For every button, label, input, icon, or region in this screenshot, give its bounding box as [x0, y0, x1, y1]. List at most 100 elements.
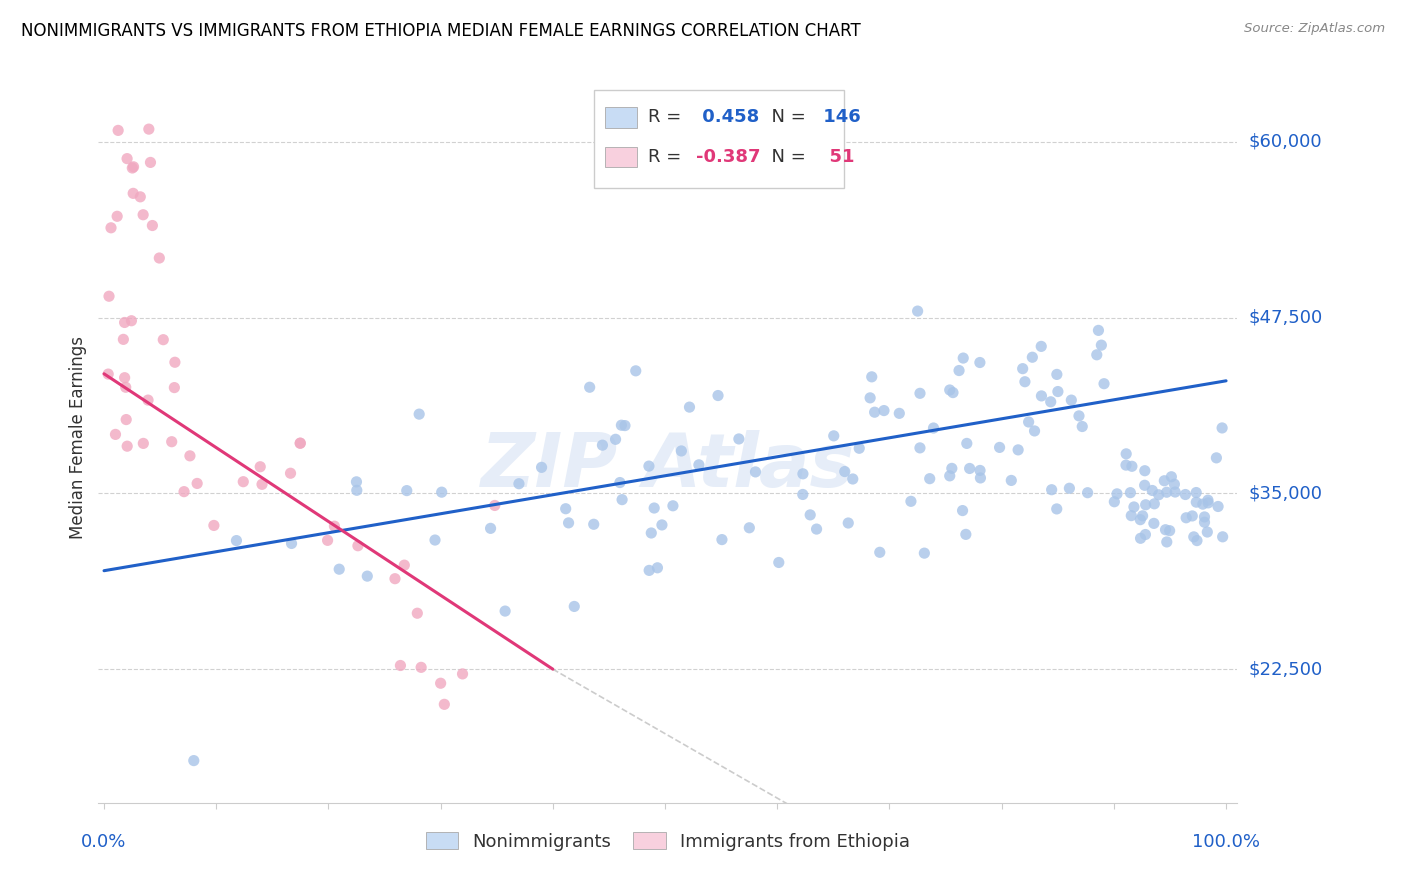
Point	[582, 517, 605, 532]
Text: 100.0%: 100.0%	[1192, 833, 1260, 851]
Point	[1071, 419, 1094, 434]
Point	[969, 471, 991, 485]
Point	[1133, 478, 1156, 492]
Point	[591, 438, 613, 452]
Point	[908, 441, 931, 455]
Point	[1077, 485, 1099, 500]
Point	[1018, 415, 1040, 429]
Point	[728, 432, 751, 446]
Point	[1132, 508, 1154, 523]
Point	[290, 436, 312, 450]
Text: 0.458: 0.458	[696, 109, 759, 127]
Point	[1205, 450, 1227, 465]
Point	[671, 444, 693, 458]
Point	[346, 483, 368, 498]
FancyBboxPatch shape	[605, 146, 637, 167]
Point	[873, 403, 896, 417]
Point	[141, 219, 163, 233]
Point	[250, 477, 273, 491]
Point	[105, 209, 128, 223]
Point	[900, 494, 922, 508]
Point	[1135, 527, 1157, 541]
Point	[280, 467, 302, 481]
Point	[395, 483, 418, 498]
Point	[647, 561, 669, 575]
Point	[640, 526, 662, 541]
Point	[107, 123, 129, 137]
Point	[1129, 513, 1152, 527]
Point	[952, 503, 974, 517]
Point	[1123, 500, 1146, 514]
Point	[138, 122, 160, 136]
Point	[651, 517, 673, 532]
Point	[1014, 375, 1036, 389]
Point	[1153, 474, 1175, 488]
Point	[908, 386, 931, 401]
Point	[1031, 339, 1053, 353]
Point	[792, 487, 814, 501]
Point	[806, 522, 828, 536]
Text: -0.387: -0.387	[696, 148, 761, 166]
Point	[842, 472, 865, 486]
Point	[610, 492, 633, 507]
Text: NONIMMIGRANTS VS IMMIGRANTS FROM ETHIOPIA MEDIAN FEMALE EARNINGS CORRELATION CHA: NONIMMIGRANTS VS IMMIGRANTS FROM ETHIOPI…	[21, 22, 860, 40]
Point	[97, 367, 120, 381]
Text: $35,000: $35,000	[1249, 484, 1323, 502]
Point	[643, 501, 665, 516]
Point	[969, 355, 991, 369]
Point	[988, 441, 1011, 455]
Point	[290, 436, 312, 450]
Point	[115, 412, 138, 426]
Point	[429, 676, 451, 690]
Point	[148, 251, 170, 265]
Point	[942, 385, 965, 400]
Text: $22,500: $22,500	[1249, 660, 1323, 678]
Point	[799, 508, 821, 522]
Point	[139, 155, 162, 169]
Point	[869, 545, 891, 559]
Point	[1039, 394, 1062, 409]
Point	[1194, 510, 1216, 524]
Point	[1143, 497, 1166, 511]
Point	[1160, 469, 1182, 483]
Point	[186, 476, 208, 491]
Point	[860, 369, 883, 384]
Point	[938, 468, 960, 483]
Point	[1159, 524, 1181, 538]
Point	[918, 472, 941, 486]
Point	[115, 152, 138, 166]
Point	[1182, 530, 1205, 544]
Point	[1046, 502, 1069, 516]
Point	[941, 461, 963, 475]
Point	[678, 400, 700, 414]
Point	[494, 604, 516, 618]
Point	[232, 475, 254, 489]
Point	[1197, 496, 1219, 510]
Point	[384, 572, 406, 586]
Point	[160, 434, 183, 449]
Point	[744, 465, 766, 479]
Point	[179, 449, 201, 463]
Point	[1143, 516, 1166, 531]
Point	[688, 458, 710, 472]
Point	[451, 666, 474, 681]
Point	[938, 383, 960, 397]
Point	[922, 421, 945, 435]
Point	[173, 484, 195, 499]
Point	[554, 501, 576, 516]
Point	[1185, 485, 1208, 500]
Point	[114, 370, 136, 384]
Point	[738, 521, 761, 535]
Point	[122, 160, 145, 174]
Point	[1119, 485, 1142, 500]
Point	[834, 465, 856, 479]
Point	[129, 190, 152, 204]
Point	[1115, 447, 1137, 461]
Point	[609, 475, 631, 490]
Point	[1191, 497, 1213, 511]
Point	[484, 499, 506, 513]
Point	[710, 533, 733, 547]
Point	[707, 388, 730, 402]
Point	[1031, 389, 1053, 403]
Point	[859, 391, 882, 405]
